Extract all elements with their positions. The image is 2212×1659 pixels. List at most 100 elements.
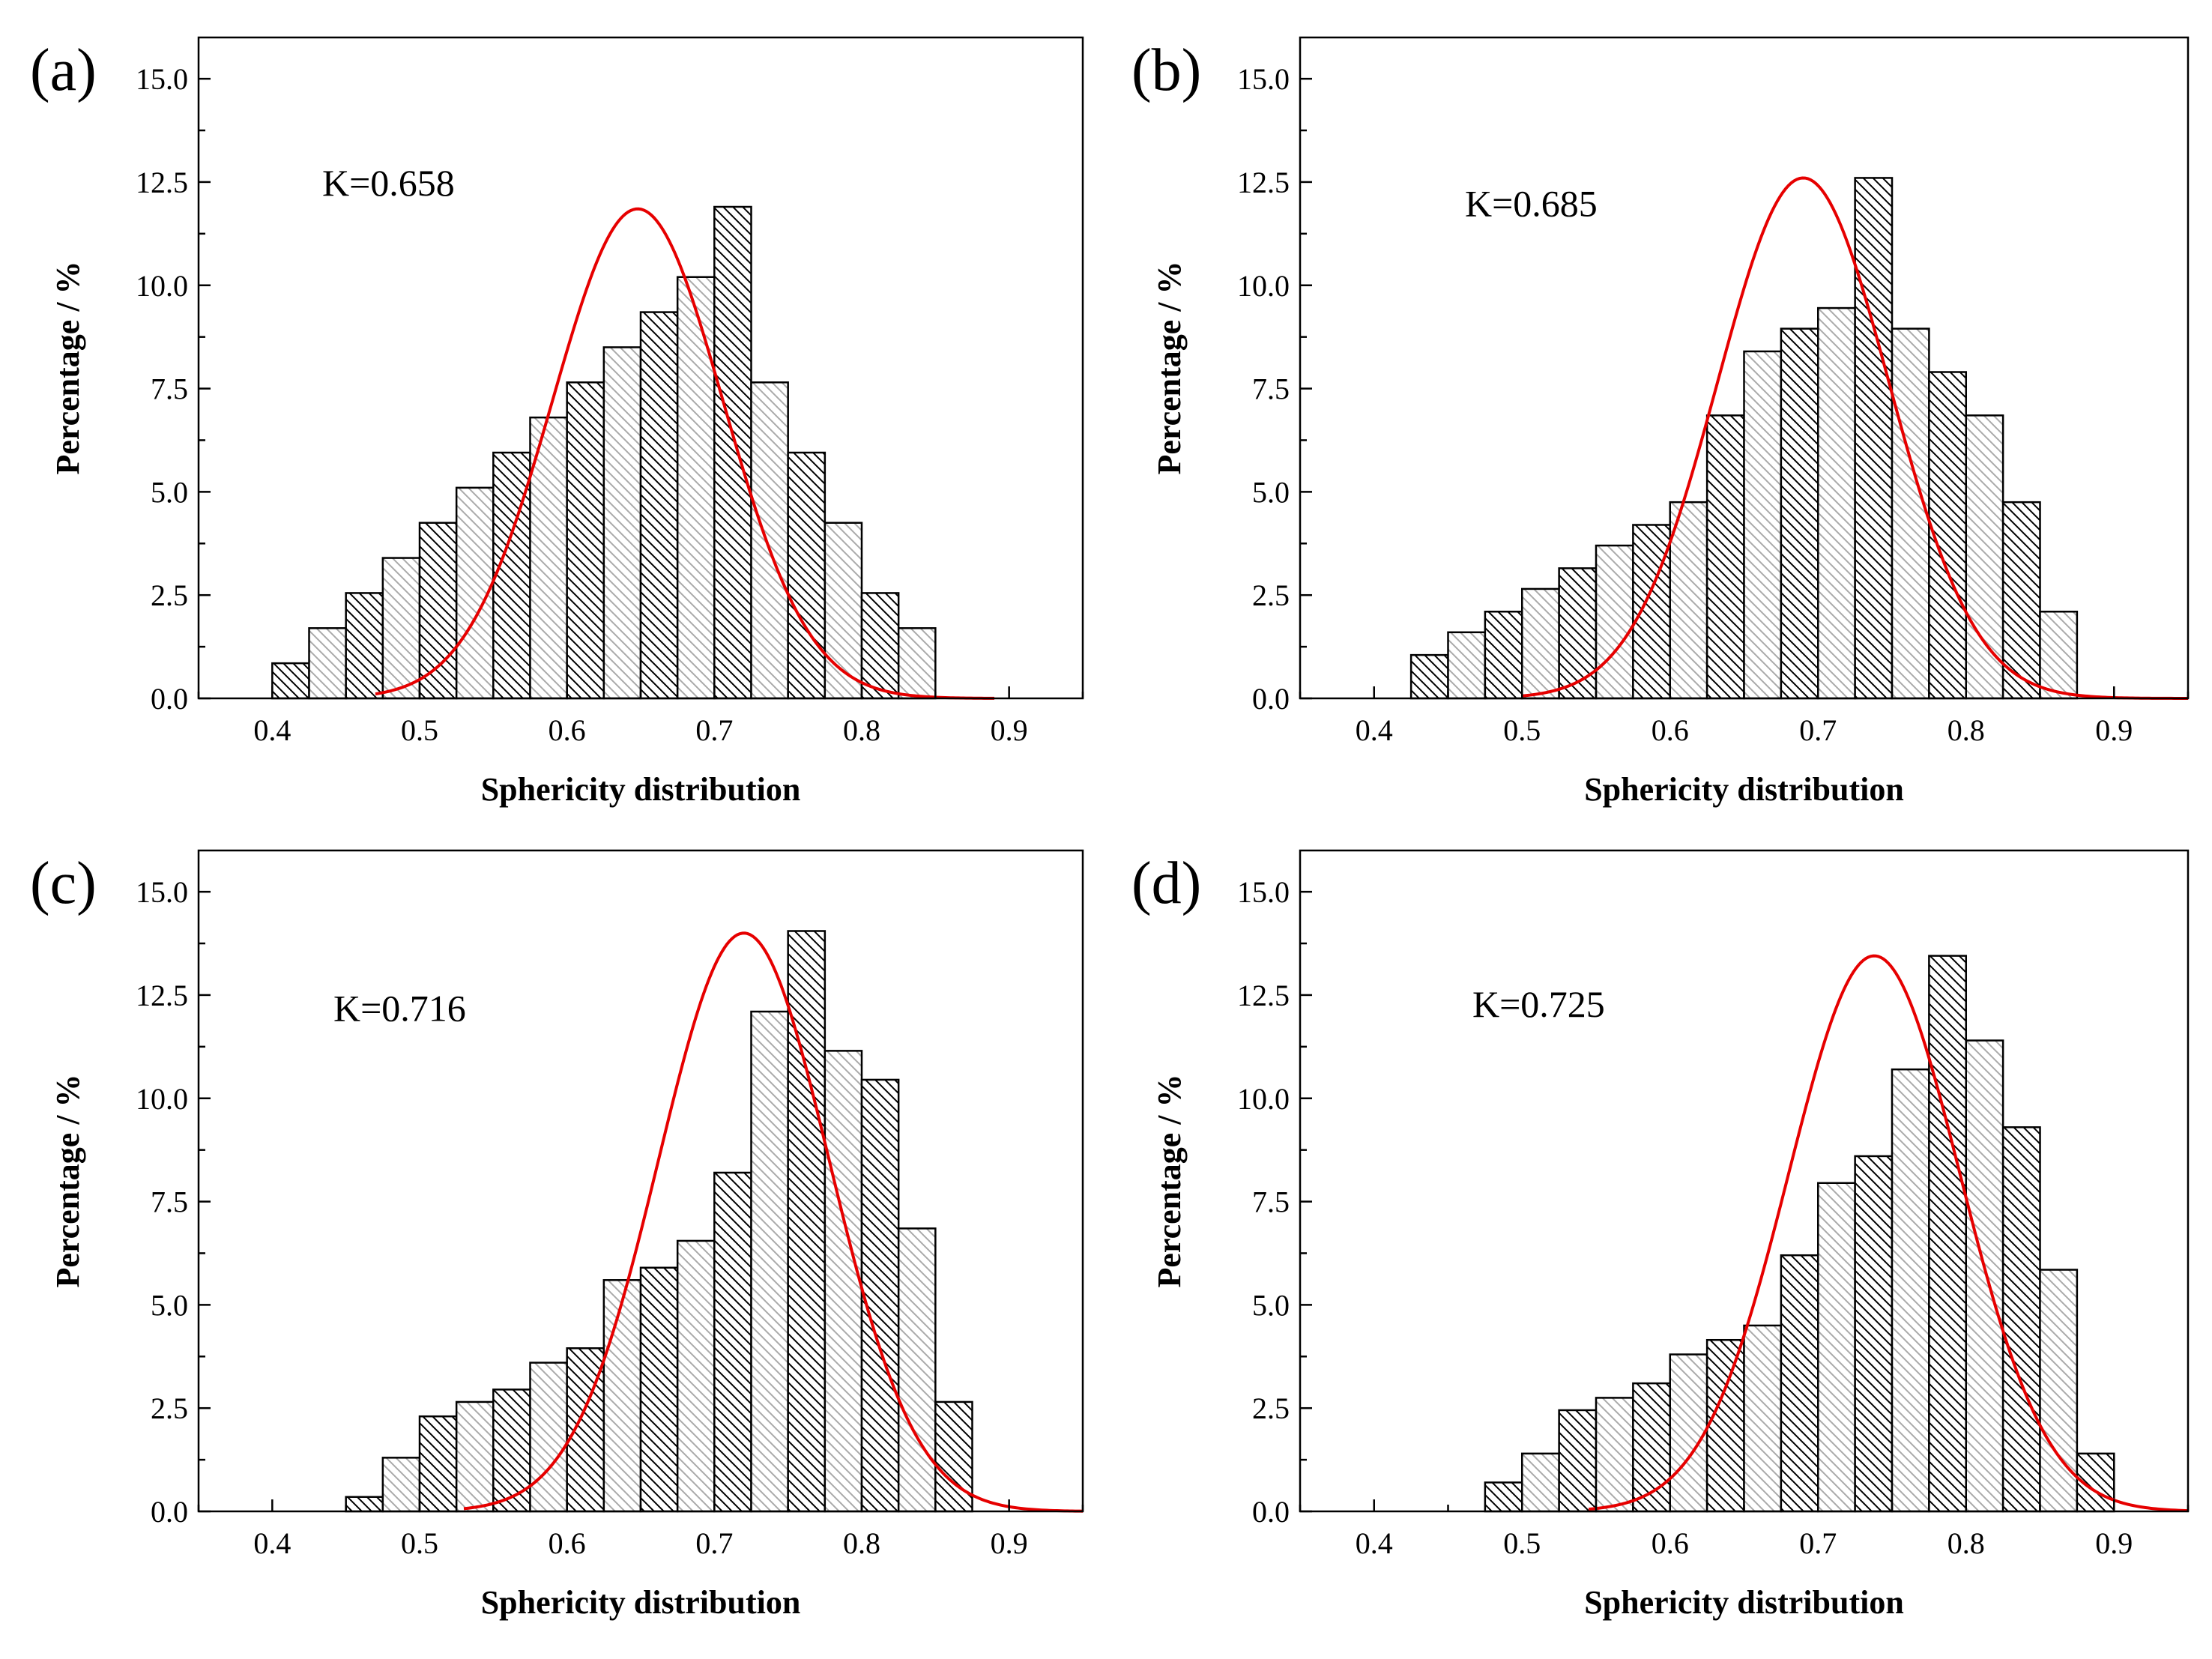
x-tick-label: 0.8 bbox=[843, 1526, 880, 1560]
x-tick-label: 0.8 bbox=[843, 713, 880, 747]
k-value-annotation: K=0.725 bbox=[1472, 983, 1605, 1025]
normal-fit-curve bbox=[1588, 954, 2189, 1513]
y-tick-label: 7.5 bbox=[1252, 372, 1290, 406]
x-tick-label: 0.5 bbox=[401, 1526, 438, 1560]
x-tick-label: 0.6 bbox=[1652, 1526, 1689, 1560]
chart-panel-4: 0.0 2.5 5.0 7.5 10.0 12.5 15.0 0.4 0.5 0.6 0.7 0.8 0… bbox=[1131, 849, 2190, 1621]
y-tick-label: 12.5 bbox=[1237, 166, 1290, 199]
y-tick-label: 12.5 bbox=[1237, 979, 1290, 1012]
y-tick-label: 10.0 bbox=[136, 269, 188, 303]
y-tick-label: 5.0 bbox=[1252, 475, 1290, 509]
histogram-bar bbox=[1595, 544, 1634, 700]
y-tick-label: 0.0 bbox=[1252, 682, 1290, 716]
histogram-bar bbox=[824, 522, 863, 700]
y-axis-title: Percentage / % bbox=[49, 261, 86, 474]
histogram-bar bbox=[2001, 1126, 2041, 1513]
y-tick-label: 15.0 bbox=[136, 875, 188, 909]
x-tick-label: 0.9 bbox=[2095, 1526, 2133, 1560]
y-tick-label: 2.5 bbox=[1252, 1391, 1290, 1425]
y-tick-label: 0.0 bbox=[151, 682, 188, 716]
histogram-bar bbox=[381, 557, 421, 700]
x-axis-title: Sphericity distribution bbox=[481, 771, 801, 808]
y-tick-label: 7.5 bbox=[151, 1185, 188, 1219]
y-tick-label: 10.0 bbox=[1237, 269, 1290, 303]
histogram-bar bbox=[1447, 631, 1487, 700]
histogram-bar bbox=[602, 1279, 642, 1513]
histogram-bar bbox=[1780, 327, 1819, 700]
histogram-bar bbox=[1409, 653, 1449, 700]
histogram-bar bbox=[713, 1171, 752, 1513]
histogram-bar bbox=[676, 1239, 716, 1513]
histogram-bar bbox=[1928, 955, 1968, 1513]
y-tick-label: 12.5 bbox=[136, 979, 188, 1012]
histogram-bar bbox=[897, 627, 937, 700]
histogram-bar bbox=[1521, 1452, 1560, 1513]
y-tick-label: 2.5 bbox=[1252, 578, 1290, 612]
histogram-bar bbox=[1817, 306, 1856, 700]
x-tick-label: 0.4 bbox=[253, 1526, 291, 1560]
histogram-bar bbox=[897, 1227, 937, 1513]
y-axis-title: Percentage / % bbox=[1151, 261, 1188, 474]
histogram-bar bbox=[1965, 1039, 2004, 1513]
histogram-bar bbox=[1669, 501, 1708, 700]
histogram-bar bbox=[271, 662, 310, 700]
y-tick-label: 10.0 bbox=[136, 1082, 188, 1116]
y-tick-label: 7.5 bbox=[1252, 1185, 1290, 1219]
normal-fit-curve bbox=[375, 207, 995, 700]
histogram-bar bbox=[860, 592, 900, 700]
histogram-bar bbox=[566, 381, 605, 700]
histogram-bar bbox=[1558, 567, 1598, 700]
y-tick-label: 15.0 bbox=[1237, 875, 1290, 909]
y-tick-label: 10.0 bbox=[1237, 1082, 1290, 1116]
x-tick-label: 0.8 bbox=[1947, 713, 1985, 747]
histogram-bars bbox=[1484, 955, 2115, 1513]
histogram-bar bbox=[1891, 327, 1930, 700]
panel-letter: (b) bbox=[1131, 37, 1201, 103]
histogram-bar bbox=[787, 451, 827, 700]
x-tick-label: 0.9 bbox=[991, 713, 1028, 747]
x-axis-title: Sphericity distribution bbox=[1584, 771, 1904, 808]
histogram-bar bbox=[750, 1010, 789, 1513]
histogram-bar bbox=[1891, 1068, 1930, 1513]
histogram-bar bbox=[1817, 1182, 1856, 1513]
y-axis-title: Percentage / % bbox=[49, 1074, 86, 1287]
histogram-bar bbox=[1743, 350, 1783, 700]
histogram-bar bbox=[934, 1400, 973, 1513]
histogram-bar bbox=[418, 522, 458, 700]
x-tick-label: 0.9 bbox=[2095, 713, 2133, 747]
histogram-bar bbox=[529, 1362, 568, 1513]
histogram-bar bbox=[381, 1457, 421, 1513]
chart-panel-1: 0.0 2.5 5.0 7.5 10.0 12.5 15.0 0.4 0.5 0.6 0.7 0.8 0… bbox=[30, 36, 1084, 808]
histogram-bar bbox=[676, 276, 716, 700]
y-tick-label: 5.0 bbox=[151, 475, 188, 509]
x-tick-label: 0.4 bbox=[1356, 1526, 1393, 1560]
y-tick-label: 7.5 bbox=[151, 372, 188, 406]
y-tick-label: 5.0 bbox=[1252, 1288, 1290, 1322]
x-tick-label: 0.9 bbox=[991, 1526, 1028, 1560]
histogram-bar bbox=[418, 1415, 458, 1513]
histogram-bar bbox=[860, 1078, 900, 1513]
chart-panel-3: 0.0 2.5 5.0 7.5 10.0 12.5 15.0 0.4 0.5 0.6 0.7 0.8 0… bbox=[30, 849, 1084, 1621]
x-tick-label: 0.5 bbox=[1503, 713, 1541, 747]
histogram-bar bbox=[492, 1388, 531, 1513]
histogram-bar bbox=[1705, 414, 1745, 700]
histogram-bar bbox=[345, 592, 384, 700]
x-tick-label: 0.4 bbox=[1356, 713, 1393, 747]
histogram-bar bbox=[455, 1400, 495, 1513]
histogram-bars bbox=[345, 930, 973, 1513]
histogram-bar bbox=[750, 381, 789, 700]
histogram-bars bbox=[271, 205, 937, 700]
histogram-bar bbox=[308, 627, 347, 700]
panel-letter: (d) bbox=[1131, 850, 1201, 916]
histogram-bar bbox=[602, 346, 642, 700]
normal-fit-curve bbox=[1522, 176, 2188, 700]
x-tick-label: 0.8 bbox=[1947, 1526, 1985, 1560]
x-tick-label: 0.6 bbox=[1652, 713, 1689, 747]
y-tick-label: 2.5 bbox=[151, 1391, 188, 1425]
panel-letter: (c) bbox=[30, 850, 97, 916]
x-tick-label: 0.7 bbox=[1799, 713, 1837, 747]
y-tick-label: 0.0 bbox=[1252, 1495, 1290, 1529]
histogram-bar bbox=[824, 1050, 863, 1513]
histogram-bar bbox=[639, 1266, 679, 1513]
